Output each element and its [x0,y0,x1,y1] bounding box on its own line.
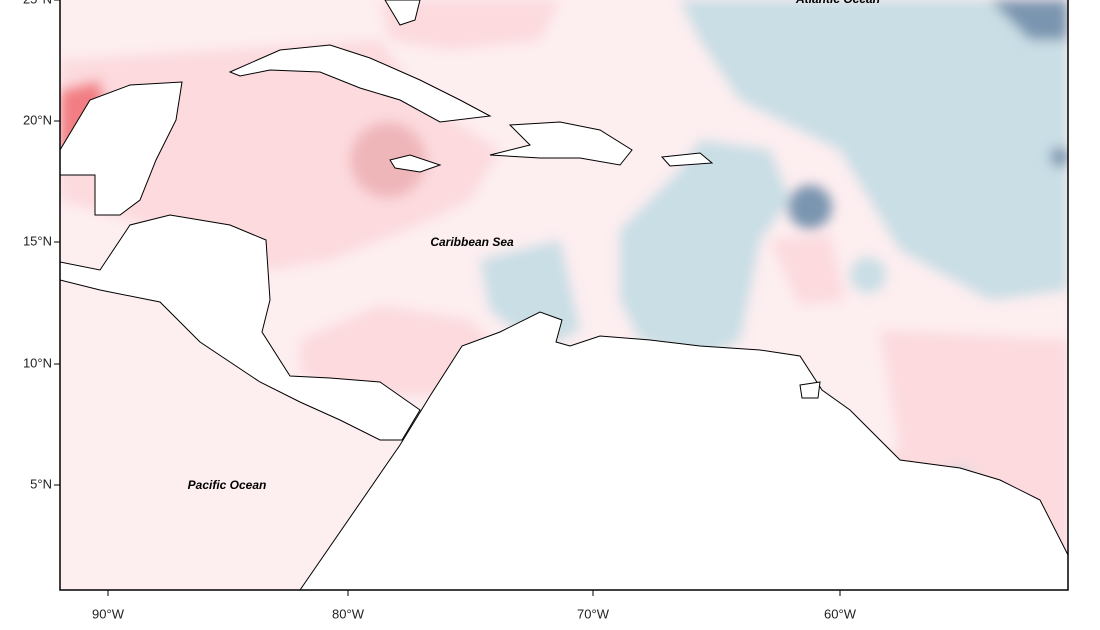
yucatan [60,81,183,216]
anomaly-field [60,0,1068,590]
x-tick-label: 60°W [824,606,857,621]
frame [59,0,1069,591]
south-america [299,311,1068,590]
x-tick-label: 90°W [92,606,125,621]
florida [384,0,421,26]
cuba [228,44,492,123]
labels: 90°W 80°W 70°W 60°W 25°N 20°N 15°N 10°N 5°N Atlan… [23,0,880,621]
trinidad [799,381,821,399]
central-america [60,214,421,441]
y-tick-label: 25°N [23,0,52,6]
place-label: Pacific Ocean [188,478,267,492]
y-tick-label: 15°N [23,233,52,248]
x-tick-label: 80°W [332,606,365,621]
y-tick-label: 10°N [23,355,52,370]
jamaica [389,154,442,173]
y-tick-label: 5°N [30,476,52,491]
hispaniola [489,121,633,166]
place-label: Atlantic Ocean [795,0,880,6]
y-tick-label: 20°N [23,112,52,127]
puerto-rico [660,152,714,167]
x-tick-label: 70°W [577,606,610,621]
place-label: Caribbean Sea [430,235,514,249]
